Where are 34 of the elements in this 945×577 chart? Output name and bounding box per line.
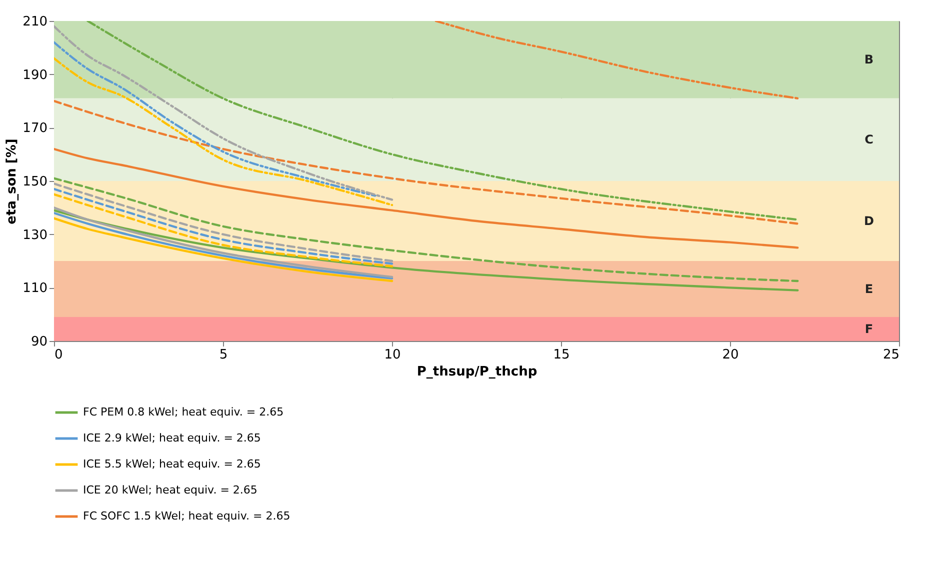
y-tick-label: 130 xyxy=(22,228,48,243)
legend-label: ICE 5.5 kWel; heat equiv. = 2.65 xyxy=(83,458,261,470)
x-tick-label: 25 xyxy=(882,348,900,362)
band-label: E xyxy=(864,282,874,296)
line-series xyxy=(434,21,799,100)
y-tick-label: 150 xyxy=(22,174,48,190)
line-series xyxy=(54,177,799,282)
y-tick-label: 170 xyxy=(22,121,48,136)
x-axis-title: P_thsup/P_thchp xyxy=(416,364,538,380)
y-tick-label: 90 xyxy=(30,334,48,350)
band-label: C xyxy=(864,132,874,147)
x-tick-label: 0 xyxy=(54,348,63,362)
line-series xyxy=(54,25,394,201)
line-series xyxy=(54,148,799,249)
y-tick-label: 210 xyxy=(22,14,48,30)
band-label: F xyxy=(864,322,874,336)
line-series xyxy=(54,100,799,225)
x-tick-label: 20 xyxy=(722,348,739,362)
y-tick-label: 110 xyxy=(22,281,48,296)
legend-label: ICE 20 kWel; heat equiv. = 2.65 xyxy=(83,484,258,496)
legend-label: FC PEM 0.8 kWel; heat equiv. = 2.65 xyxy=(83,406,284,418)
x-tick-label: 15 xyxy=(553,348,570,362)
legend-label: FC SOFC 1.5 kWel; heat equiv. = 2.65 xyxy=(83,510,290,522)
line-series xyxy=(54,57,394,206)
y-tick-label: 190 xyxy=(22,68,48,83)
legend-label: ICE 2.9 kWel; heat equiv. = 2.65 xyxy=(83,432,261,444)
band-label: D xyxy=(864,214,874,228)
line-series xyxy=(86,21,799,221)
y-axis-title: eta_son [%] xyxy=(4,138,20,224)
x-tick-label: 10 xyxy=(384,348,401,362)
line-series xyxy=(54,209,799,292)
x-tick-label: 5 xyxy=(219,348,228,362)
line-series xyxy=(54,41,376,197)
band-label: B xyxy=(864,52,874,67)
